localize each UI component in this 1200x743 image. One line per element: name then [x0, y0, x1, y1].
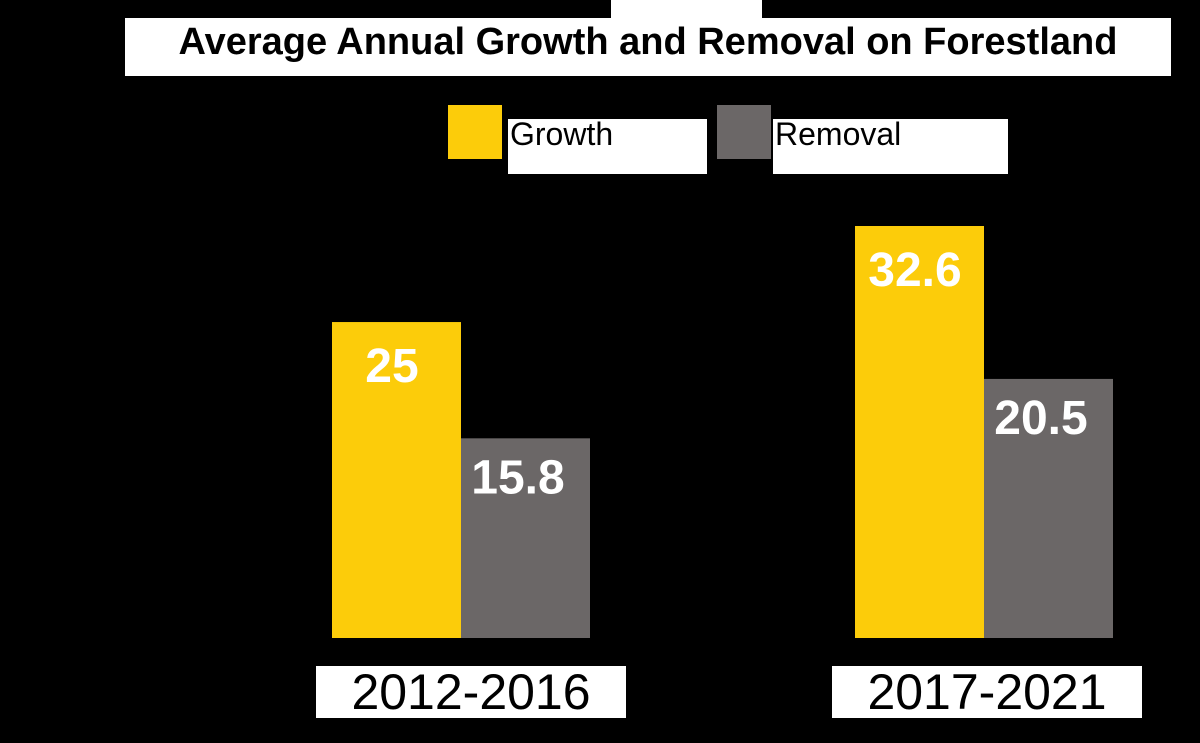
category-label-box-1: 2017-2021	[832, 664, 1142, 720]
bar-growth-2012-2016	[332, 322, 461, 638]
data-label-growth-2012-2016: 25	[365, 340, 418, 393]
legend-label-box-growth: Growth	[508, 116, 707, 174]
legend-label-box-removal: Removal	[773, 116, 1008, 174]
category-label-2017-2021: 2017-2021	[867, 664, 1107, 720]
chart-title-box: Average Annual Growth and Removal on For…	[125, 18, 1171, 76]
legend-swatch-growth	[448, 105, 502, 159]
chart-title: Average Annual Growth and Removal on For…	[178, 21, 1118, 63]
data-label-removal-2012-2016: 15.8	[471, 451, 564, 504]
bar-removal-2017-2021	[984, 378, 1113, 638]
category-label-box-0: 2012-2016	[316, 664, 626, 720]
legend-swatch-removal	[717, 105, 771, 159]
data-label-growth-2017-2021: 32.6	[868, 244, 961, 297]
title-tab-decoration	[611, 0, 762, 20]
data-label-removal-2017-2021: 20.5	[994, 392, 1087, 445]
bar-growth-2017-2021	[855, 226, 984, 638]
category-label-2012-2016: 2012-2016	[351, 664, 591, 720]
legend-label-growth: Growth	[510, 116, 614, 152]
bar-removal-2012-2016	[461, 438, 590, 638]
legend-label-removal: Removal	[775, 116, 902, 152]
